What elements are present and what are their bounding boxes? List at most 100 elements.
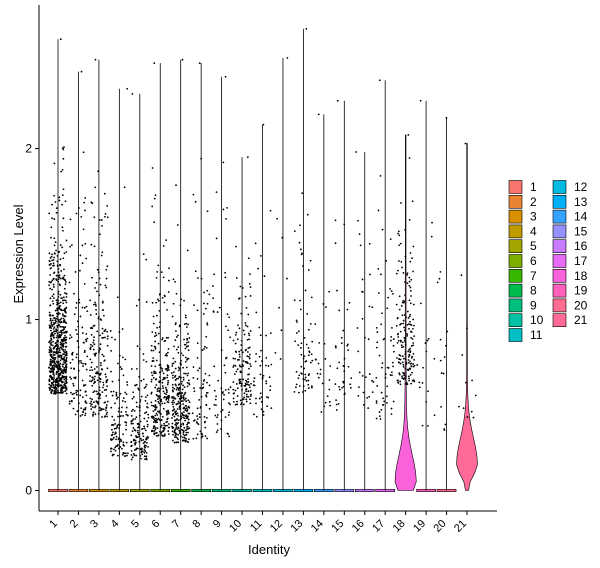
point: [412, 318, 415, 321]
legend-item-14: 14: [552, 210, 588, 224]
point: [386, 307, 389, 310]
point: [95, 305, 97, 307]
point: [180, 359, 182, 362]
point: [56, 345, 59, 348]
point: [52, 386, 54, 389]
violin-2: [68, 70, 89, 492]
point: [83, 408, 86, 411]
point: [54, 201, 57, 203]
point: [121, 399, 124, 402]
point: [89, 397, 92, 400]
point: [93, 336, 95, 339]
point: [125, 424, 128, 427]
point: [73, 368, 76, 370]
point: [82, 228, 85, 231]
point: [187, 345, 189, 347]
point: [178, 429, 181, 432]
point: [151, 167, 154, 169]
point: [80, 362, 83, 364]
point: [126, 414, 129, 417]
point: [61, 374, 64, 377]
point: [412, 344, 415, 347]
point: [160, 412, 162, 415]
point: [93, 380, 96, 383]
point: [167, 426, 170, 429]
point: [80, 70, 83, 73]
point: [262, 123, 265, 126]
point: [192, 193, 195, 196]
point: [154, 386, 157, 389]
point: [240, 349, 243, 352]
point: [462, 407, 465, 410]
point: [174, 423, 177, 426]
legend-swatch: [552, 254, 567, 268]
point: [184, 347, 187, 350]
point: [342, 365, 345, 367]
point: [408, 354, 411, 357]
point: [57, 292, 60, 295]
point: [155, 406, 158, 409]
point: [171, 386, 174, 389]
point: [342, 385, 345, 388]
point: [106, 378, 109, 381]
point: [205, 347, 208, 349]
point: [135, 447, 138, 450]
point: [222, 398, 225, 401]
point: [218, 306, 221, 309]
point: [375, 417, 378, 420]
point: [185, 429, 187, 432]
point: [401, 355, 404, 358]
point: [258, 326, 261, 329]
point: [262, 410, 265, 413]
point: [135, 454, 138, 457]
point: [153, 418, 155, 421]
point: [213, 273, 216, 276]
x-tick-label: 13: [288, 518, 305, 535]
point: [75, 391, 78, 394]
point: [162, 390, 165, 393]
point: [240, 339, 243, 342]
point: [234, 333, 237, 336]
point: [52, 259, 55, 261]
point: [51, 288, 53, 291]
point: [74, 271, 77, 273]
point: [54, 363, 57, 365]
point: [158, 397, 161, 400]
violin-20: [436, 116, 457, 492]
point: [155, 431, 158, 434]
point: [402, 378, 405, 380]
point: [121, 406, 123, 409]
point: [77, 362, 80, 364]
point: [215, 404, 217, 406]
point: [73, 292, 75, 295]
point: [318, 341, 321, 344]
point: [378, 415, 381, 417]
point: [145, 455, 148, 458]
point: [397, 232, 400, 235]
point: [399, 340, 402, 343]
point: [120, 440, 123, 442]
point: [253, 413, 255, 416]
point: [180, 394, 183, 397]
point: [104, 215, 106, 218]
point: [246, 338, 249, 341]
point: [53, 364, 55, 366]
point: [173, 408, 176, 411]
point: [89, 346, 92, 349]
point: [96, 330, 99, 333]
point: [89, 402, 92, 405]
point: [53, 194, 56, 197]
point: [51, 319, 54, 322]
point: [83, 384, 85, 387]
point: [235, 331, 238, 334]
point: [50, 381, 53, 384]
point: [235, 370, 238, 373]
point: [58, 276, 61, 279]
point: [125, 441, 128, 444]
point: [328, 400, 331, 403]
point: [62, 353, 64, 356]
point: [199, 430, 202, 433]
point: [298, 385, 301, 387]
point: [174, 280, 177, 283]
point: [310, 296, 313, 299]
